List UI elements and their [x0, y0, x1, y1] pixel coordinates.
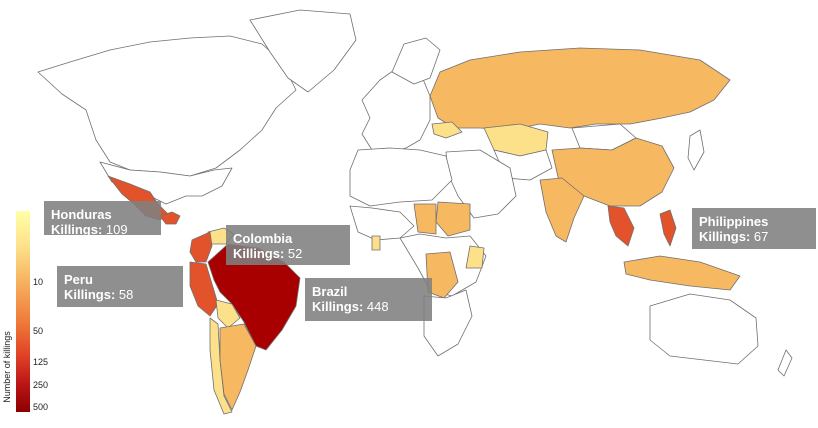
country-chad[interactable]: [413, 203, 437, 235]
tooltip-country: Philippines: [699, 214, 769, 229]
tooltip-brazil: Brazil Killings: 448: [305, 278, 432, 321]
country-greenland[interactable]: [249, 9, 357, 93]
country-north-africa[interactable]: [349, 147, 453, 207]
country-russia[interactable]: [429, 47, 731, 131]
country-australia[interactable]: [649, 293, 759, 365]
country-kazakhstan[interactable]: [483, 123, 549, 157]
country-argentina[interactable]: [219, 323, 257, 411]
country-honduras[interactable]: [159, 211, 181, 225]
tooltip-value: 52: [287, 246, 303, 261]
tooltip-value: 67: [753, 229, 769, 244]
country-kenya[interactable]: [465, 245, 485, 269]
tooltip-country: Colombia: [233, 231, 293, 246]
country-middle-east[interactable]: [445, 149, 517, 219]
country-indonesia[interactable]: [623, 255, 741, 291]
legend-tick-50: 50: [33, 326, 44, 336]
legend-tick-125: 125: [33, 357, 49, 367]
country-ukraine[interactable]: [431, 121, 463, 139]
tooltip-label: Killings:: [51, 222, 103, 237]
tooltip-label: Killings:: [699, 229, 751, 244]
country-new-zealand[interactable]: [777, 349, 793, 377]
legend-tick-250: 250: [33, 380, 49, 390]
tooltip-label: Killings:: [312, 299, 364, 314]
tooltip-label: Killings:: [233, 246, 285, 261]
tooltip-country: Honduras: [51, 207, 112, 222]
tooltip-philippines: Philippines Killings: 67: [692, 208, 816, 249]
country-southern-africa[interactable]: [423, 289, 473, 357]
country-sudan[interactable]: [435, 201, 471, 237]
country-india[interactable]: [539, 177, 585, 243]
country-west-africa[interactable]: [349, 205, 415, 241]
tooltip-country: Brazil: [312, 284, 348, 299]
tooltip-label: Killings:: [64, 287, 116, 302]
tooltip-value: 58: [118, 287, 134, 302]
country-japan[interactable]: [687, 129, 705, 171]
country-peru[interactable]: [189, 261, 219, 317]
tooltip-country: Peru: [64, 272, 93, 287]
tooltip-value: 448: [366, 299, 389, 314]
country-philippines[interactable]: [659, 209, 677, 247]
legend-color-scale: [16, 211, 30, 412]
country-scandinavia[interactable]: [391, 37, 441, 85]
legend-title: Number of killings: [2, 331, 12, 403]
country-southeast-asia[interactable]: [607, 205, 635, 247]
tooltip-colombia: Colombia Killings: 52: [226, 225, 350, 265]
legend-tick-500: 500: [33, 402, 49, 412]
country-ghana[interactable]: [371, 235, 381, 251]
country-colombia[interactable]: [189, 231, 213, 263]
country-chile[interactable]: [209, 317, 233, 415]
country-bolivia[interactable]: [215, 299, 241, 329]
legend-tick-10: 10: [33, 277, 44, 287]
tooltip-peru: Peru Killings: 58: [57, 266, 183, 307]
tooltip-value: 109: [105, 222, 128, 237]
country-canada[interactable]: [37, 35, 297, 177]
tooltip-honduras: Honduras Killings: 109: [44, 201, 161, 237]
